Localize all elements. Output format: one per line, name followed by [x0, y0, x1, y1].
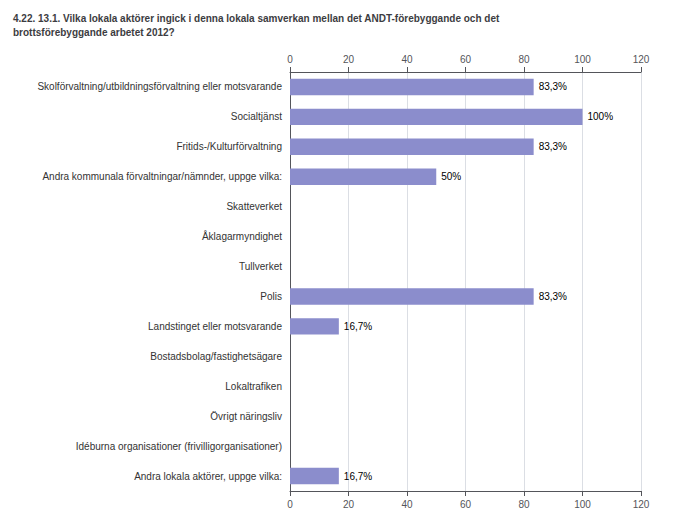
svg-text:Skatteverket: Skatteverket — [226, 201, 282, 212]
svg-text:0: 0 — [287, 54, 293, 65]
svg-text:80: 80 — [518, 499, 530, 510]
svg-text:Polis: Polis — [260, 291, 282, 302]
svg-text:100%: 100% — [588, 111, 614, 122]
svg-text:Andra kommunala förvaltningar/: Andra kommunala förvaltningar/nämnder, u… — [42, 171, 282, 182]
svg-text:Lokaltrafiken: Lokaltrafiken — [225, 381, 282, 392]
svg-text:16,7%: 16,7% — [344, 321, 372, 332]
svg-text:Idéburna organisationer (frivi: Idéburna organisationer (frivilligorgani… — [76, 441, 282, 452]
svg-text:brottsförebyggande arbetet 201: brottsförebyggande arbetet 2012? — [13, 27, 175, 38]
svg-text:16,7%: 16,7% — [344, 471, 372, 482]
svg-text:Socialtjänst: Socialtjänst — [231, 111, 282, 122]
svg-text:Skolförvaltning/utbildningsför: Skolförvaltning/utbildningsförvaltning e… — [37, 81, 282, 92]
svg-text:60: 60 — [460, 54, 472, 65]
svg-text:83,3%: 83,3% — [539, 291, 567, 302]
svg-text:0: 0 — [287, 499, 293, 510]
svg-text:Bostadsbolag/fastighetsägare: Bostadsbolag/fastighetsägare — [150, 351, 282, 362]
svg-text:83,3%: 83,3% — [539, 81, 567, 92]
svg-text:Åklagarmyndighet: Åklagarmyndighet — [202, 230, 282, 242]
svg-text:Övrigt näringsliv: Övrigt näringsliv — [210, 411, 282, 422]
svg-text:100: 100 — [574, 54, 591, 65]
svg-text:120: 120 — [633, 499, 650, 510]
svg-text:60: 60 — [460, 499, 472, 510]
svg-text:83,3%: 83,3% — [539, 141, 567, 152]
svg-text:100: 100 — [574, 499, 591, 510]
svg-text:40: 40 — [401, 54, 413, 65]
svg-text:Andra lokala aktörer, uppge vi: Andra lokala aktörer, uppge vilka: — [134, 471, 282, 482]
svg-text:Fritids-/Kulturförvaltning: Fritids-/Kulturförvaltning — [176, 141, 282, 152]
svg-text:50%: 50% — [441, 171, 461, 182]
svg-text:4.22. 13.1. Vilka lokala aktör: 4.22. 13.1. Vilka lokala aktörer ingick … — [13, 13, 500, 24]
svg-text:Landstinget eller motsvarande: Landstinget eller motsvarande — [148, 321, 282, 332]
svg-text:80: 80 — [518, 54, 530, 65]
svg-text:20: 20 — [343, 499, 355, 510]
svg-text:120: 120 — [633, 54, 650, 65]
svg-text:40: 40 — [401, 499, 413, 510]
svg-text:20: 20 — [343, 54, 355, 65]
svg-text:Tullverket: Tullverket — [239, 261, 282, 272]
